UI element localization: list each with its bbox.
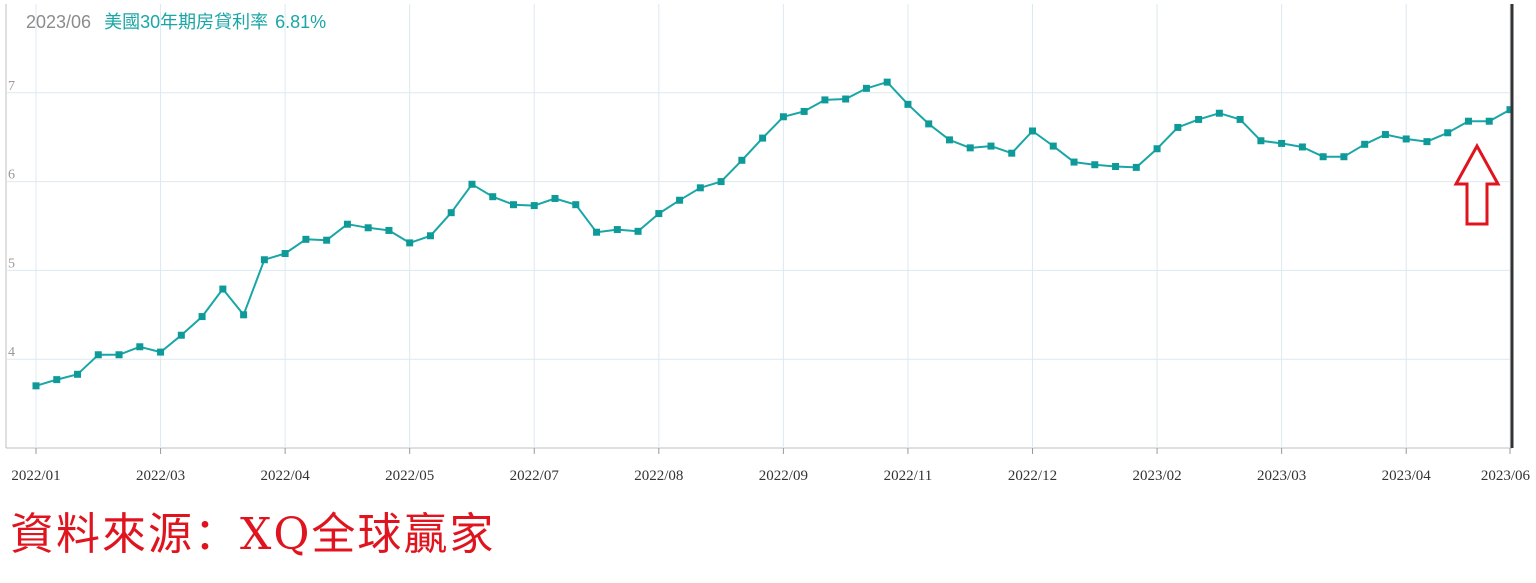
data-point [551, 194, 559, 202]
data-point [509, 201, 517, 209]
data-point [696, 184, 704, 192]
chart: 4 5 6 7 2022/01 2022/03 2022/04 2022/05 2022/07 2… [5, 4, 1531, 484]
series-line [35, 81, 1511, 387]
data-point [987, 142, 995, 150]
data-point [1444, 129, 1452, 137]
data-point [1049, 142, 1057, 150]
data-point [862, 84, 870, 92]
data-point [800, 107, 808, 115]
data-point [1319, 153, 1327, 161]
data-point [32, 382, 40, 390]
data-point [447, 209, 455, 217]
chart-header: 2023/06 美國30年期房貸利率 6.81% [26, 8, 326, 34]
y-tick-label: 4 [8, 345, 15, 360]
data-point [219, 285, 227, 293]
data-point [53, 376, 61, 384]
data-point [281, 250, 289, 258]
data-point [883, 78, 891, 86]
x-tick-label: 2022/03 [136, 468, 185, 484]
x-tick-label: 2023/04 [1382, 468, 1432, 484]
data-point [1112, 163, 1120, 171]
data-point [260, 256, 268, 264]
data-point [634, 227, 642, 235]
header-date: 2023/06 [26, 12, 92, 32]
data-point [1008, 149, 1016, 157]
data-point [1340, 153, 1348, 161]
data-point [426, 232, 434, 240]
data-point [572, 201, 580, 209]
data-point [759, 134, 767, 142]
data-point [593, 228, 601, 236]
data-point [468, 180, 476, 188]
x-tick-label: 2022/04 [261, 468, 311, 484]
x-tick-label: 2023/03 [1257, 468, 1306, 484]
x-tick-label: 2023/02 [1132, 468, 1181, 484]
data-point [738, 156, 746, 164]
up-arrow-icon [1453, 142, 1501, 226]
data-point [240, 311, 248, 319]
data-point [1153, 145, 1161, 153]
data-point [94, 351, 102, 359]
data-point [302, 235, 310, 243]
data-point [406, 239, 414, 247]
data-point [821, 96, 829, 104]
data-point [364, 224, 372, 232]
data-point [779, 113, 787, 121]
data-point [945, 136, 953, 144]
data-point [1215, 109, 1223, 117]
data-point [323, 236, 331, 244]
data-point [1464, 117, 1472, 125]
header-series-name: 美國30年期房貸利率 [104, 12, 269, 32]
data-point [1132, 163, 1140, 171]
data-point [1381, 131, 1389, 139]
data-point [842, 95, 850, 103]
x-tick-label: 2022/01 [11, 468, 60, 484]
header-value: 6.81% [275, 12, 327, 32]
data-point [136, 343, 144, 351]
x-tick-label: 2022/07 [510, 468, 560, 484]
data-point [1361, 140, 1369, 148]
data-point [966, 144, 974, 152]
source-note: 資料來源：XQ全球贏家 [10, 509, 496, 560]
data-point [157, 348, 165, 356]
data-point [1278, 139, 1286, 147]
data-point [1506, 106, 1514, 114]
data-point [904, 100, 912, 108]
data-point [1195, 115, 1203, 123]
data-point [1029, 127, 1037, 135]
data-point [489, 193, 497, 201]
data-point [177, 331, 185, 339]
y-tick-label: 5 [8, 256, 15, 271]
data-point [1485, 117, 1493, 125]
data-point [1091, 161, 1099, 169]
data-point [74, 370, 82, 378]
data-point [115, 351, 123, 359]
data-point [1402, 135, 1410, 143]
data-point [1298, 143, 1306, 151]
data-point [198, 313, 206, 321]
y-tick-label: 6 [8, 168, 15, 183]
data-point [1257, 137, 1265, 145]
data-point [655, 210, 663, 218]
data-point [343, 220, 351, 228]
data-point [717, 178, 725, 186]
x-tick-label: 2022/05 [385, 468, 434, 484]
x-tick-label: 2022/08 [634, 468, 683, 484]
x-tick-label: 2022/11 [884, 468, 933, 484]
data-point [925, 120, 933, 128]
data-point [1236, 115, 1244, 123]
x-tick-label: 2022/12 [1008, 468, 1057, 484]
data-point [530, 202, 538, 210]
data-point [613, 226, 621, 234]
x-tick-label: 2023/06 [1481, 468, 1531, 484]
data-point [1174, 123, 1182, 131]
data-point [1070, 158, 1078, 166]
data-point [385, 226, 393, 234]
data-point [1423, 138, 1431, 146]
chart-svg: 4 5 6 7 2022/01 2022/03 2022/04 2022/05 2022/07 2… [5, 4, 1531, 484]
y-tick-label: 7 [8, 79, 15, 94]
data-point [676, 196, 684, 204]
x-tick-label: 2022/09 [759, 468, 808, 484]
